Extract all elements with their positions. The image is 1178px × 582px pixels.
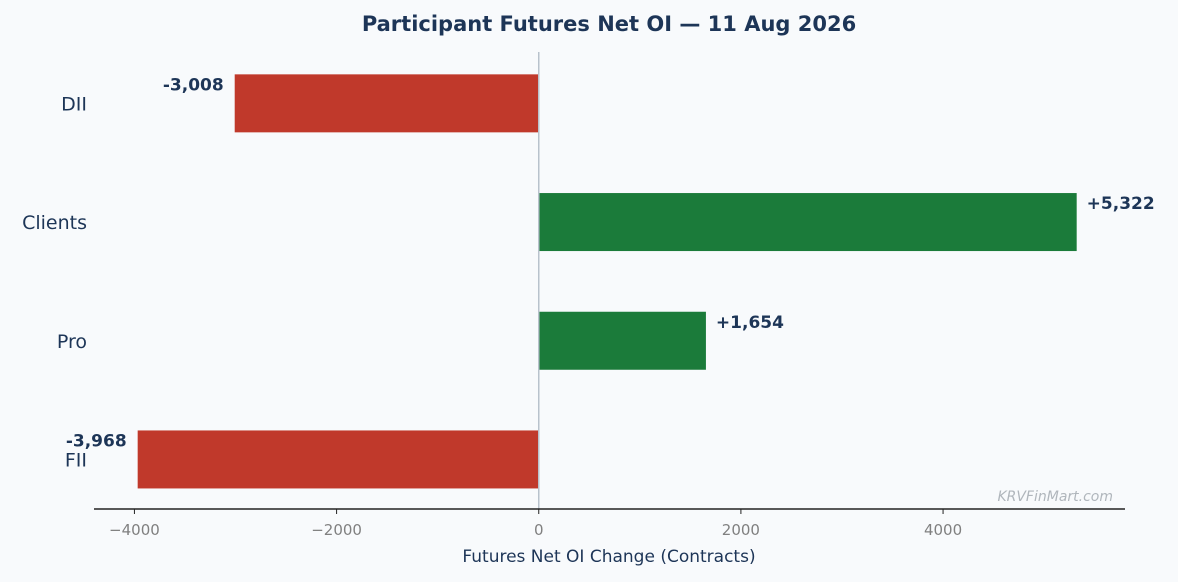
x-tick-label: −4000 [109, 521, 160, 539]
data-label-dii: -3,008 [163, 75, 224, 95]
data-label-fii: -3,968 [66, 431, 127, 451]
data-label-pro: +1,654 [716, 313, 784, 333]
x-axis-title: Futures Net OI Change (Contracts) [462, 547, 755, 567]
x-tick-label: 2000 [722, 521, 760, 539]
watermark-text: KRVFinMart.com [997, 489, 1113, 505]
x-tick-label: 4000 [924, 521, 962, 539]
category-label-fii: FII [65, 449, 87, 471]
x-tick-label: −2000 [311, 521, 362, 539]
plot-area: −4000 −2000 0 2000 4000 DII Clients Pro FII -3,00… [22, 52, 1155, 539]
bar-dii [234, 74, 539, 133]
bar-clients [538, 193, 1077, 252]
chart-title: Participant Futures Net OI — 11 Aug 2026 [362, 12, 856, 36]
bar-fii [137, 430, 539, 489]
category-label-clients: Clients [22, 212, 87, 234]
category-label-dii: DII [61, 93, 87, 115]
bar-pro [538, 311, 706, 370]
category-label-pro: Pro [57, 331, 87, 353]
x-tick-label: 0 [534, 521, 544, 539]
data-label-clients: +5,322 [1087, 194, 1155, 214]
